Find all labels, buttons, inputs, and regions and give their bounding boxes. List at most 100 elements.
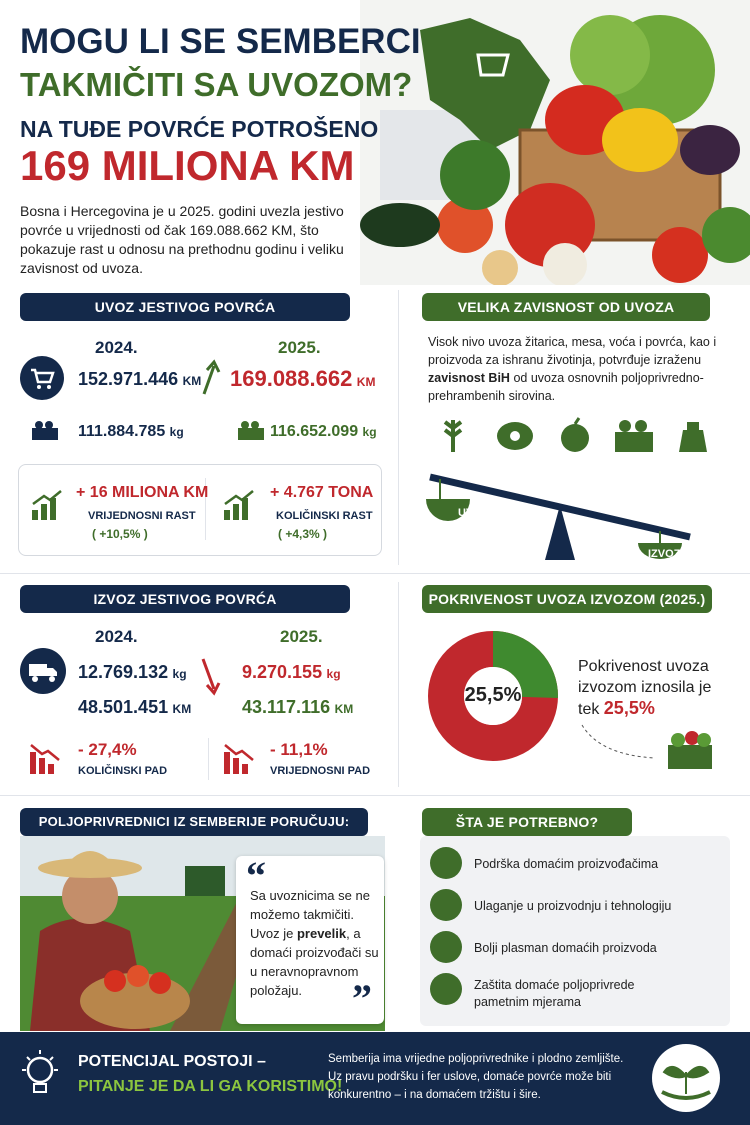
bulb — [26, 1056, 54, 1084]
footer-title: PITANJE JE DA LI GA KORISTIMO! — [78, 1078, 343, 1095]
truck-icon — [20, 648, 66, 694]
unit: kg — [169, 425, 184, 439]
footer-text: Semberija ima vrijedne poljoprivrednike … — [328, 1053, 624, 1101]
growth-pct: ( +10,5% ) — [92, 527, 148, 541]
value: 169.088.662 — [230, 366, 353, 391]
quote-close: ” — [352, 976, 372, 1021]
section-title: IZVOZ JESTIVOG POVRĆA — [20, 585, 350, 613]
wheel — [37, 385, 41, 389]
footer — [0, 1032, 750, 1125]
onion — [482, 250, 518, 285]
title-line1: MOGU LI SE SEMBERCI — [20, 22, 421, 61]
product-icons — [443, 417, 707, 452]
lettuce — [570, 15, 650, 95]
eggplant — [680, 125, 740, 175]
year: 2025. — [280, 627, 323, 646]
tomato — [127, 965, 149, 987]
header-illustration — [360, 0, 750, 285]
divider — [205, 478, 206, 540]
crate — [668, 745, 712, 769]
section-title: POLJOPRIVREDNICI IZ SEMBERIJE PORUČUJU: — [20, 808, 368, 836]
year: 2024. — [95, 627, 138, 646]
scale — [426, 473, 691, 560]
bar — [233, 504, 239, 520]
text-bold: prevelik — [296, 926, 347, 941]
veg — [697, 733, 711, 747]
broccoli — [440, 140, 510, 210]
cabbage — [702, 207, 750, 263]
bone — [510, 431, 520, 441]
decline-label: VRIJEDNOSNI PAD — [270, 765, 371, 777]
value: 9.270.155 — [242, 662, 323, 682]
sack-top — [687, 422, 699, 430]
hat-top — [65, 851, 115, 866]
text: od uvoza osnovnih poljoprivredno-prehram… — [428, 371, 704, 403]
value: 12.769.132 — [78, 662, 169, 682]
sprout — [662, 1065, 710, 1094]
bulb-base — [33, 1083, 47, 1093]
decline-icon — [30, 744, 60, 774]
quote: Sa uvoznicima se ne možemo takmičiti. Uv… — [250, 886, 380, 1000]
text: Sa uvoznicima se ne možemo takmičiti. Uv… — [250, 888, 370, 941]
crate-illustration — [581, 724, 712, 769]
value-row: 43.117.116 KM — [242, 697, 353, 718]
stem — [573, 417, 581, 425]
zucchini — [360, 203, 440, 247]
text: Visok nivo uvoza žitarica, mesa, voća i … — [428, 335, 717, 367]
tomato — [437, 197, 493, 253]
bar — [39, 758, 45, 774]
crate — [615, 432, 653, 452]
value: 152.971.446 — [78, 369, 179, 389]
truck-cab — [47, 668, 57, 676]
veg — [241, 421, 249, 429]
decline-amount: - 11,1% — [270, 740, 328, 759]
trend — [30, 744, 60, 761]
icon — [31, 368, 55, 389]
quote-box — [236, 856, 384, 1024]
logo — [652, 1044, 720, 1112]
bar — [242, 498, 248, 520]
unit: KM — [334, 702, 354, 716]
trend — [224, 490, 254, 506]
veg — [619, 420, 631, 432]
headline-amount: 169 MILIONA KM — [20, 142, 355, 189]
apple — [561, 424, 589, 452]
pan — [638, 543, 682, 559]
growth-label: VRIJEDNOSNI RAST — [88, 510, 196, 522]
section-title: ŠTA JE POTREBNO? — [422, 808, 632, 836]
hat — [38, 858, 142, 878]
wheel — [32, 676, 38, 682]
donut-segment — [492, 631, 558, 699]
truck-box — [29, 664, 47, 676]
bar — [32, 510, 38, 520]
veg — [685, 731, 699, 745]
wheel — [49, 676, 55, 682]
value: 48.501.451 — [78, 697, 169, 717]
value: 43.117.116 — [242, 697, 331, 717]
decline-icon — [224, 744, 254, 774]
crate — [238, 428, 264, 440]
cart-icon — [476, 53, 510, 77]
cart — [31, 368, 55, 384]
need-item: Bolji plasman domaćih proizvoda — [474, 941, 657, 955]
intro: Bosna i Hercegovina je u 2025. godini uv… — [20, 203, 344, 276]
crate-icon — [238, 421, 264, 440]
crate-icon — [32, 421, 58, 440]
arrow — [202, 359, 221, 395]
need-icon — [430, 889, 462, 921]
bar — [48, 764, 54, 774]
growth-amount: + 16 MILIONA KM — [76, 484, 209, 501]
need-item: Zaštita domaće poljoprivrede pametnim mj… — [474, 978, 635, 1009]
decline-amount: - 27,4% — [78, 740, 137, 759]
year: 2025. — [278, 338, 321, 357]
arrow — [201, 658, 221, 696]
bar — [50, 498, 56, 520]
bar — [224, 510, 230, 520]
quote-open: “ — [246, 853, 266, 898]
scale-left: UVOZ — [458, 507, 489, 519]
need-item: Ulaganje u proizvodnju i tehnologiju — [474, 899, 672, 913]
veg — [635, 420, 647, 432]
dashed-arrow — [581, 724, 656, 759]
qty-row: 9.270.155 kg — [242, 662, 341, 683]
dependence-text: Visok nivo uvoza žitarica, mesa, voća i … — [428, 333, 723, 405]
